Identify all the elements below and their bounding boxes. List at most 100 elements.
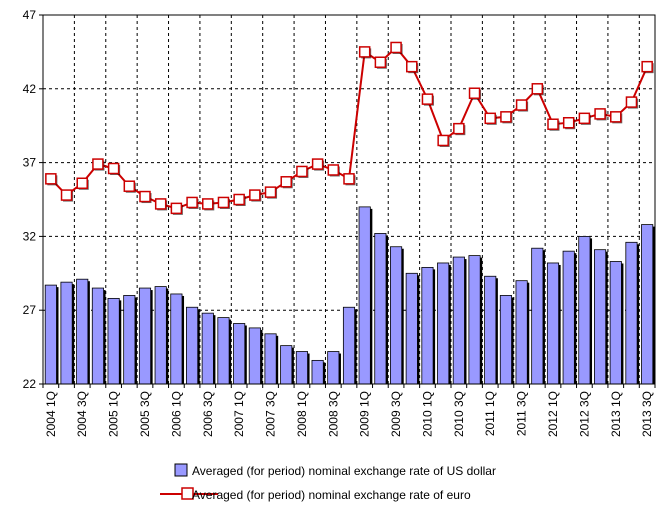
bar-usd-2012-2Q [562, 250, 575, 385]
bar-usd-2005-3Q [138, 287, 152, 385]
bar-usd-2008-2Q [311, 359, 324, 385]
x-tick-label: 2006 3Q [201, 391, 215, 437]
euro-point-2011-1Q [484, 112, 496, 125]
x-tick-label: 2013 1Q [609, 391, 623, 437]
euro-point-2013-3Q [641, 60, 653, 73]
euro-point-2004-2Q [60, 189, 73, 201]
euro-point-2012-1Q [547, 118, 559, 130]
bar-usd-2012-3Q [578, 235, 591, 385]
x-tick-label: 2010 1Q [420, 391, 434, 437]
bar-usd-2010-1Q [421, 266, 434, 385]
x-tick-label: 2005 3Q [138, 391, 152, 437]
euro-point-2008-1Q [296, 165, 308, 178]
euro-point-2006-4Q [217, 196, 230, 209]
bar-usd-2011-1Q [484, 275, 497, 385]
euro-point-2007-4Q [280, 176, 292, 188]
bar-usd-2006-4Q [217, 317, 230, 385]
x-tick-label: 2011 3Q [515, 391, 529, 436]
bar-usd-2005-2Q [123, 295, 136, 385]
euro-point-2006-3Q [202, 198, 214, 210]
y-tick-label: 22 [23, 377, 37, 391]
bar-usd-2010-4Q [468, 255, 481, 385]
euro-point-2004-1Q [45, 173, 57, 185]
x-tick-label: 2009 3Q [389, 391, 403, 437]
bar-usd-2005-4Q [154, 286, 167, 385]
euro-point-2009-2Q [374, 56, 387, 68]
x-tick-label: 2010 3Q [452, 391, 466, 437]
euro-point-2005-2Q [123, 180, 136, 192]
bar-usd-2012-4Q [594, 249, 607, 385]
legend-swatch-usd [174, 463, 188, 477]
x-tick-label: 2006 1Q [169, 391, 183, 437]
euro-point-2008-2Q [311, 158, 324, 170]
x-tick-label: 2004 3Q [75, 391, 89, 437]
euro-point-2006-2Q [186, 196, 198, 209]
x-tick-label: 2007 1Q [232, 391, 246, 437]
euro-point-2008-3Q [327, 164, 340, 176]
axes: 22 27 32 37 42 47 2004 1Q 2004 3Q 2005 1Q 2005 3Q… [23, 8, 656, 437]
euro-point-2010-4Q [468, 87, 481, 99]
bar-usd-2007-3Q [264, 333, 277, 385]
x-tick-label: 2012 1Q [546, 391, 560, 437]
legend-marker-euro [181, 487, 194, 500]
bar-series [44, 206, 655, 385]
bar-usd-2007-1Q [233, 323, 246, 385]
bar-usd-2004-4Q [91, 287, 104, 385]
bar-usd-2008-1Q [295, 351, 308, 385]
euro-point-2013-2Q [625, 96, 638, 108]
y-tick-label: 47 [23, 8, 37, 22]
euro-point-2012-3Q [578, 112, 591, 125]
plot-frame [42, 14, 656, 385]
euro-point-2010-1Q [421, 93, 434, 105]
bar-usd-2004-3Q [76, 278, 89, 385]
bar-usd-2009-1Q [358, 206, 371, 385]
y-tick-label: 37 [23, 156, 37, 170]
bar-usd-2009-4Q [405, 272, 418, 385]
bar-usd-2011-3Q [515, 280, 528, 385]
bar-usd-2004-1Q [44, 284, 57, 385]
euro-point-2004-3Q [76, 177, 88, 190]
euro-point-2010-2Q [437, 134, 449, 147]
bar-usd-2010-2Q [437, 262, 450, 385]
euro-point-2013-1Q [610, 111, 622, 123]
euro-point-2009-3Q [390, 41, 402, 54]
x-tick-label: 2005 1Q [107, 391, 121, 437]
euro-point-2011-4Q [531, 83, 544, 95]
euro-point-2005-1Q [107, 162, 120, 175]
bar-usd-2013-2Q [625, 241, 638, 385]
legend: Averaged (for period) nominal exchange r… [160, 463, 496, 502]
euro-point-2005-3Q [139, 190, 151, 203]
euro-point-2010-3Q [453, 122, 465, 135]
bar-usd-2011-2Q [499, 295, 512, 385]
x-tick-label: 2008 3Q [326, 391, 340, 437]
bar-usd-2009-2Q [374, 233, 387, 385]
euro-point-2011-2Q [500, 111, 512, 123]
y-tick-label: 27 [23, 303, 37, 317]
euro-point-2009-1Q [358, 46, 371, 58]
euro-point-2006-1Q [170, 202, 183, 215]
euro-point-2007-2Q [249, 189, 261, 201]
bar-usd-2007-4Q [280, 345, 293, 385]
bar-usd-2013-3Q [641, 224, 654, 385]
euro-point-2008-4Q [343, 173, 355, 185]
bar-usd-2013-1Q [609, 261, 622, 385]
euro-point-2007-3Q [264, 186, 277, 198]
x-tick-label: 2009 1Q [358, 391, 372, 437]
euro-point-2007-1Q [233, 193, 245, 206]
line-series [45, 41, 654, 215]
bar-usd-2004-2Q [60, 281, 73, 385]
bar-usd-2011-4Q [531, 247, 544, 385]
y-tick-label: 32 [23, 229, 37, 243]
legend-label-usd: Averaged (for period) nominal exchange r… [192, 464, 496, 478]
euro-point-2005-4Q [154, 198, 167, 210]
bar-usd-2006-3Q [201, 312, 214, 385]
legend-label-euro: Averaged (for period) nominal exchange r… [192, 488, 471, 502]
x-tick-label: 2013 3Q [640, 391, 654, 437]
euro-point-2004-4Q [92, 158, 104, 170]
x-tick-label: 2011 1Q [483, 391, 497, 436]
bar-usd-2009-3Q [390, 246, 403, 385]
y-tick-label: 42 [23, 82, 37, 96]
bar-usd-2006-1Q [170, 293, 183, 385]
